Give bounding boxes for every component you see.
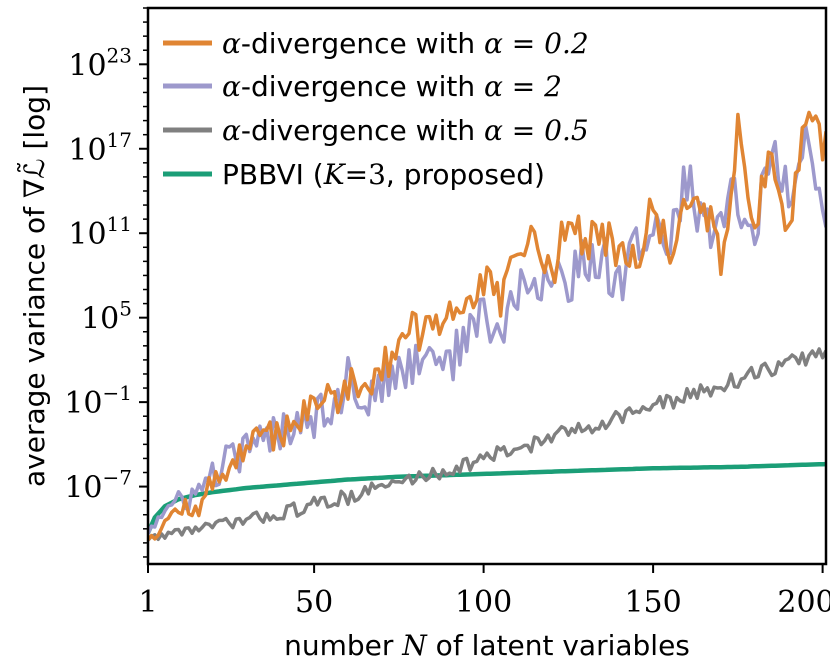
x-axis-label-var: N (401, 629, 428, 662)
y-axis-ticks: 1023 1017 1011 105 10−1 10−7 (64, 7, 148, 558)
x-tick-label: 100 (455, 585, 512, 620)
y-axis-label-symbol: ∇ℒ̃ (17, 158, 51, 198)
y-tick-label: 1023 (68, 43, 132, 83)
legend: α-divergence with α = 0.2 α-divergence w… (163, 27, 589, 191)
y-axis-label-prefix: average variance of (18, 198, 51, 487)
y-tick-label: 10−7 (64, 466, 132, 506)
x-axis-label-suffix: of latent variables (427, 629, 690, 662)
x-tick-label: 150 (624, 585, 681, 620)
series-layer (148, 110, 826, 542)
legend-label-alpha-0-2: α-divergence with α = 0.2 (222, 27, 589, 60)
series-line-pbbvi (148, 461, 826, 534)
x-tick-label: 50 (295, 585, 333, 620)
legend-label-alpha-2: α-divergence with α = 2 (222, 70, 562, 103)
series-line-alpha-0-2 (148, 110, 826, 542)
series-line-alpha-0-5 (148, 347, 826, 542)
x-axis-ticks: 1 50 100 150 200 (138, 564, 830, 620)
plot-frame (146, 6, 828, 566)
y-tick-label: 105 (81, 297, 132, 337)
x-tick-label: 1 (138, 585, 157, 620)
x-axis-label: number N of latent variables (284, 629, 690, 662)
y-tick-label: 1017 (68, 128, 132, 168)
y-tick-label: 1011 (68, 212, 132, 252)
y-axis-label: average variance of ∇ℒ̃ [log] (17, 85, 51, 487)
legend-label-pbbvi: PBBVI (K=3, proposed) (222, 158, 545, 191)
legend-label-alpha-0-5: α-divergence with α = 0.5 (222, 114, 589, 147)
y-tick-label: 10−1 (64, 381, 132, 421)
x-axis-label-prefix: number (284, 629, 402, 662)
y-axis-label-suffix: [log] (18, 85, 51, 158)
x-tick-label: 200 (777, 585, 830, 620)
